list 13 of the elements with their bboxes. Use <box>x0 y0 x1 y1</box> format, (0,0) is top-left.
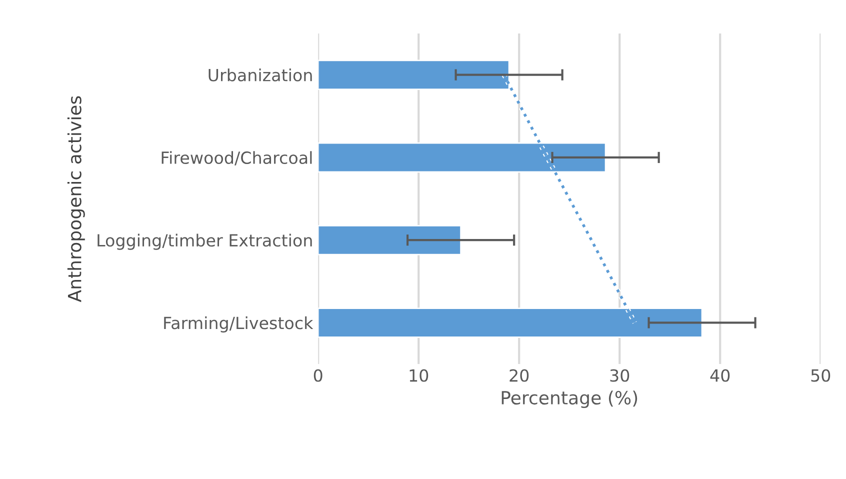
y-tick-label: Firewood/Charcoal <box>162 151 312 166</box>
x-tick-label: 20 <box>510 369 529 382</box>
x-tick-label: 10 <box>410 369 428 382</box>
x-tick-label: 40 <box>710 369 730 382</box>
y-tick-label: Farming/Livestock <box>164 316 314 333</box>
bar <box>318 224 462 256</box>
y-tick-label: Logging/timber Extraction <box>98 234 312 250</box>
x-tick-label: 0 <box>314 369 322 382</box>
x-tick-label: 30 <box>610 369 630 382</box>
y-tick-label: Urbanization <box>208 68 312 82</box>
y-axis-title: Anthropogenic activies <box>67 96 85 302</box>
x-tick-label: 50 <box>811 369 830 382</box>
x-axis-title: Percentage (%) <box>502 390 638 408</box>
